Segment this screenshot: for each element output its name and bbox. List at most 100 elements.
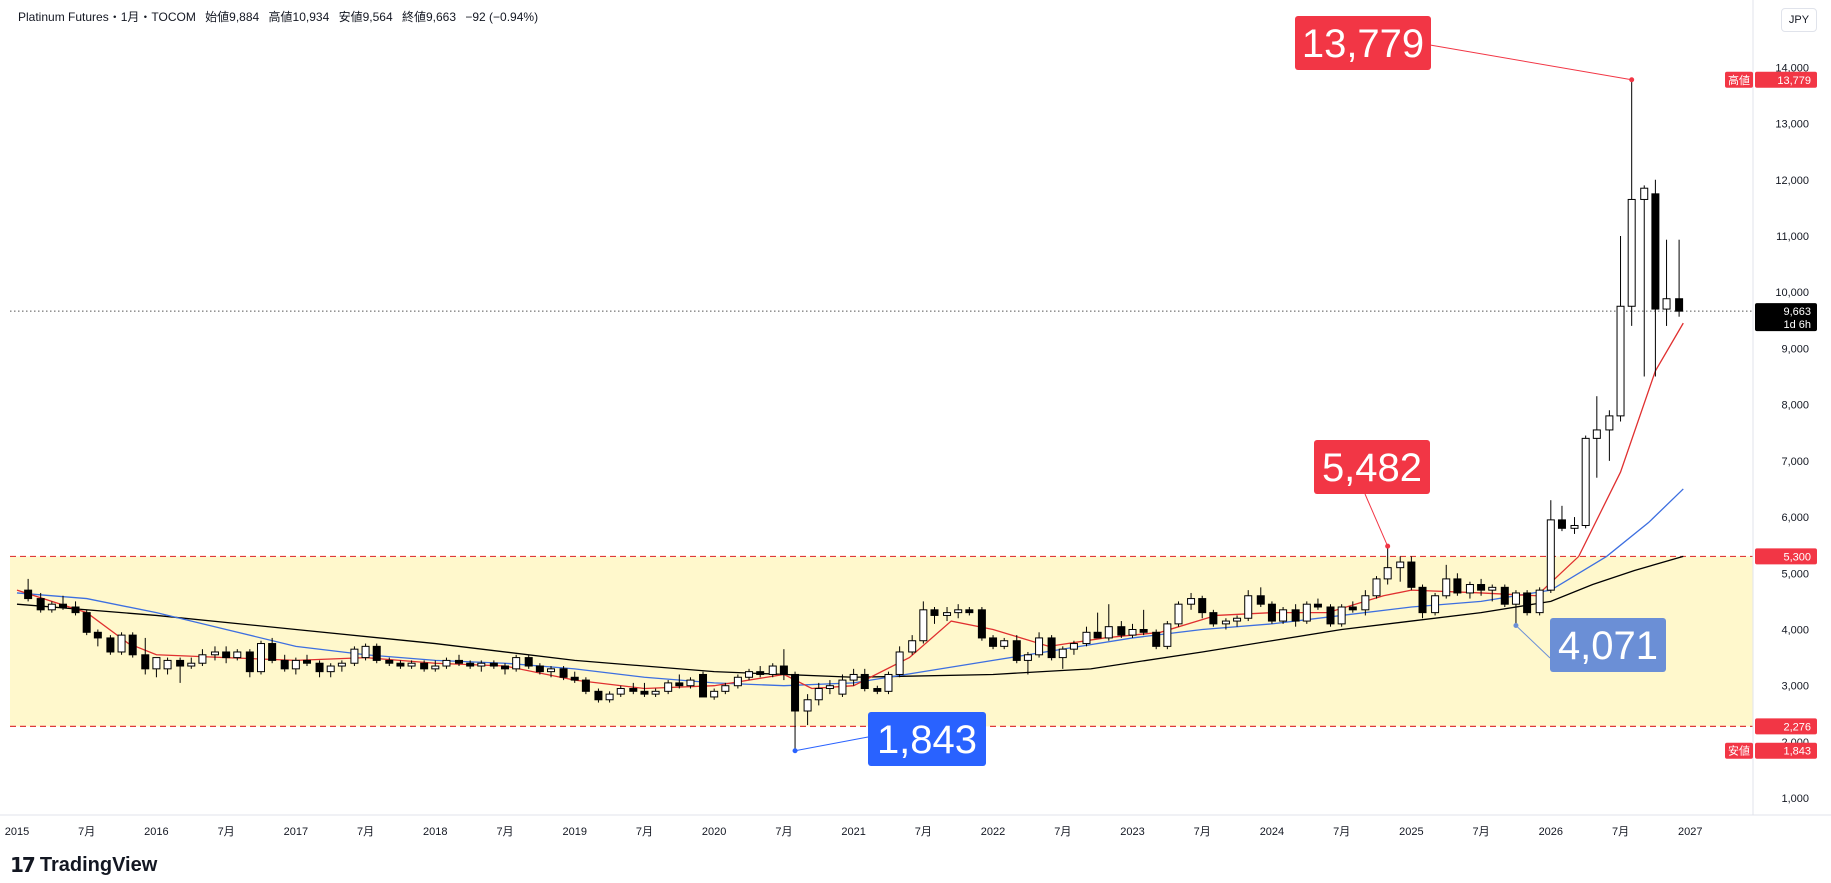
candle-body: [581, 679, 590, 692]
candle-body: [1570, 524, 1579, 529]
candle-body: [82, 612, 91, 633]
candle-body: [664, 682, 673, 692]
candle-body: [1267, 603, 1276, 622]
currency-button[interactable]: JPY: [1781, 8, 1817, 32]
x-tick-label: 2023: [1120, 826, 1144, 838]
candle-body: [117, 634, 126, 653]
brand-name: TradingView: [39, 853, 158, 876]
candle-body: [245, 651, 254, 673]
y-tick-label: 12,000: [1775, 175, 1809, 187]
candle-body: [594, 690, 603, 701]
low-value: 安値9,564: [338, 10, 393, 24]
price-tag-label: 1,843: [1783, 746, 1811, 758]
price-tag: [1755, 71, 1817, 88]
candle-body: [651, 690, 660, 695]
symbol-title[interactable]: Platinum Futures・1月・TOCOM: [18, 10, 196, 24]
candle-body: [337, 662, 346, 667]
candle-body: [420, 662, 429, 670]
candle-body: [315, 662, 324, 673]
x-tick-label: 7月: [1194, 826, 1211, 838]
candle-body: [303, 659, 312, 664]
candle-body: [803, 699, 812, 712]
candle-body: [791, 673, 800, 712]
candle-body: [1291, 609, 1300, 622]
candle-body: [501, 665, 510, 670]
candle-body: [1023, 654, 1032, 661]
callout-label: 5,482: [1322, 446, 1422, 490]
candle-body: [524, 657, 533, 667]
x-tick-label: 7月: [915, 826, 932, 838]
x-tick-label: 2016: [144, 826, 168, 838]
candle-body: [954, 609, 963, 614]
candle-body: [24, 589, 33, 600]
candle-body: [1069, 643, 1078, 650]
y-tick-label: 7,000: [1781, 456, 1809, 468]
candle-body: [1488, 586, 1497, 591]
candle-body: [1221, 620, 1230, 625]
candle-body: [640, 690, 649, 695]
candle-body: [71, 606, 80, 614]
candle-body: [1000, 640, 1009, 647]
callout-box: [1295, 16, 1431, 70]
candle-body: [1511, 592, 1520, 605]
candle-body: [1128, 628, 1137, 636]
candle-body: [1163, 623, 1172, 647]
high-value: 高値10,934: [268, 10, 330, 24]
candle-body: [535, 665, 544, 673]
x-tick-label: 2020: [702, 826, 726, 838]
candle-body: [605, 693, 614, 701]
candle-body: [1058, 648, 1067, 659]
candle-body: [616, 688, 625, 695]
candle-body: [58, 603, 67, 608]
candle-body: [977, 609, 986, 639]
candle-body: [1198, 598, 1207, 614]
x-tick-label: 7月: [636, 826, 653, 838]
x-tick-label: 2017: [284, 826, 308, 838]
candle-body: [768, 665, 777, 675]
candle-body: [1523, 592, 1532, 614]
candle-body: [106, 637, 115, 653]
y-tick-label: 3,000: [1781, 681, 1809, 693]
x-tick-label: 7月: [775, 826, 792, 838]
callout-leader: [1429, 44, 1632, 81]
chart-header: Platinum Futures・1月・TOCOM 始値9,884 高値10,9…: [18, 8, 544, 25]
candle-body: [825, 685, 834, 690]
candle-body: [361, 645, 370, 659]
x-tick-label: 2025: [1399, 826, 1423, 838]
candle-body: [721, 685, 730, 692]
change-value: −92 (−0.94%): [465, 10, 539, 24]
candle-body: [699, 673, 708, 698]
candle-body: [326, 665, 335, 673]
price-tag-label: 9,663: [1783, 306, 1811, 318]
candle-body: [222, 651, 231, 659]
candle-body: [1348, 606, 1357, 611]
candle-body: [965, 609, 974, 614]
price-tag-label: 5,300: [1783, 551, 1811, 563]
price-tag: [1755, 548, 1817, 565]
candle-body: [163, 659, 172, 670]
x-tick-label: 2019: [562, 826, 586, 838]
candle-body: [1047, 637, 1056, 659]
candle-body: [1209, 612, 1218, 625]
callout-box: [868, 712, 986, 766]
candle-body: [198, 654, 207, 664]
price-tag-label: 13,779: [1777, 75, 1811, 87]
candle-body: [291, 659, 300, 670]
price-tag-prefix-box: [1725, 742, 1753, 759]
candle-body: [1581, 437, 1590, 526]
candle-body: [1605, 415, 1614, 431]
candle-body: [93, 631, 102, 639]
ma-long-line: [16, 555, 1684, 678]
callout-leader: [1364, 493, 1389, 547]
y-tick-label: 9,000: [1781, 343, 1809, 355]
y-tick-label: 1,000: [1781, 793, 1809, 805]
y-tick-label: 8,000: [1781, 400, 1809, 412]
candle-body: [1640, 187, 1649, 200]
brand[interactable]: 17 TradingView: [10, 853, 157, 877]
candle-body: [1244, 595, 1253, 619]
x-tick-label: 7月: [218, 826, 235, 838]
candle-body: [1535, 589, 1544, 614]
y-tick-label: 10,000: [1775, 287, 1809, 299]
callout-label: 4,071: [1558, 624, 1658, 668]
